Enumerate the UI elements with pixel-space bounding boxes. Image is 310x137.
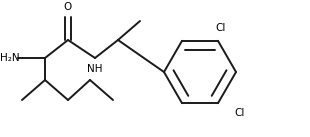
Text: H₂N: H₂N — [0, 53, 20, 63]
Text: NH: NH — [87, 64, 103, 74]
Text: Cl: Cl — [216, 23, 226, 33]
Text: O: O — [64, 2, 72, 12]
Text: Cl: Cl — [234, 108, 244, 118]
